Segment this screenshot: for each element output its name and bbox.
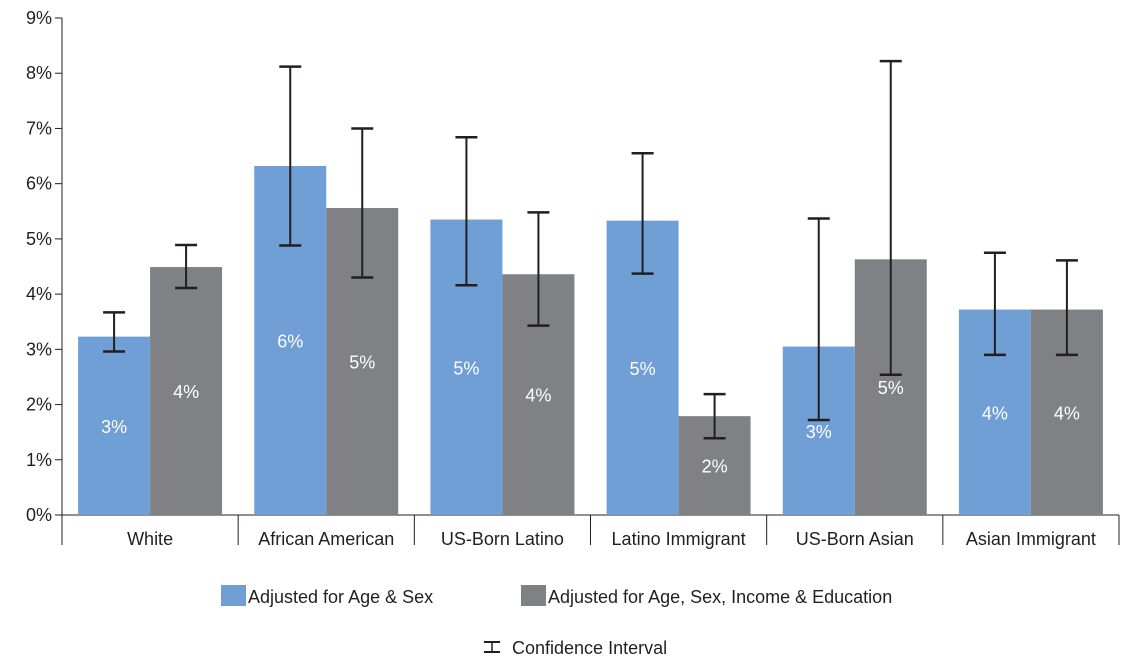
y-tick-label: 6% bbox=[26, 174, 52, 194]
legend: Adjusted for Age & Sex Adjusted for Age, … bbox=[221, 585, 892, 658]
bars bbox=[78, 165, 1103, 516]
legend-label: Adjusted for Age, Sex, Income & Educatio… bbox=[548, 587, 892, 607]
y-tick-label: 3% bbox=[26, 339, 52, 359]
category-label: White bbox=[127, 529, 173, 549]
category-label: US-Born Latino bbox=[441, 529, 564, 549]
legend-swatch bbox=[221, 585, 246, 606]
data-label: 4% bbox=[173, 382, 199, 402]
y-tick-label: 1% bbox=[26, 450, 52, 470]
ci-legend-label: Confidence Interval bbox=[512, 638, 667, 658]
y-tick-label: 7% bbox=[26, 118, 52, 138]
bar bbox=[150, 267, 223, 515]
data-label: 4% bbox=[525, 386, 551, 406]
category-label: African American bbox=[258, 529, 394, 549]
y-tick-label: 0% bbox=[26, 505, 52, 525]
data-labels: 3% 4% 6% 5% 5% 4% 5% 2% 3% 5% 4% 4% bbox=[101, 331, 1080, 476]
data-label: 4% bbox=[982, 403, 1008, 423]
data-label: 6% bbox=[277, 331, 303, 351]
error-bars bbox=[103, 59, 1078, 440]
data-label: 5% bbox=[453, 358, 479, 378]
data-label: 3% bbox=[806, 422, 832, 442]
category-label: US-Born Asian bbox=[796, 529, 914, 549]
y-tick-label: 2% bbox=[26, 395, 52, 415]
y-tick-label: 4% bbox=[26, 284, 52, 304]
data-label: 5% bbox=[878, 378, 904, 398]
data-label: 5% bbox=[630, 359, 656, 379]
y-axis: 0% 1% 2% 3% 4% 5% 6% 7% 8% 9% bbox=[26, 8, 63, 545]
legend-label: Adjusted for Age & Sex bbox=[248, 587, 433, 607]
y-tick-label: 5% bbox=[26, 229, 52, 249]
legend-swatch bbox=[521, 585, 546, 606]
category-label: Asian Immigrant bbox=[966, 529, 1096, 549]
x-axis: White African American US-Born Latino Latin… bbox=[62, 514, 1120, 549]
data-label: 4% bbox=[1054, 403, 1080, 423]
y-tick-label: 9% bbox=[26, 8, 52, 28]
data-label: 5% bbox=[349, 352, 375, 372]
y-tick-label: 8% bbox=[26, 63, 52, 83]
category-label: Latino Immigrant bbox=[612, 529, 746, 549]
data-label: 2% bbox=[702, 457, 728, 477]
bar bbox=[78, 336, 151, 515]
data-label: 3% bbox=[101, 417, 127, 437]
